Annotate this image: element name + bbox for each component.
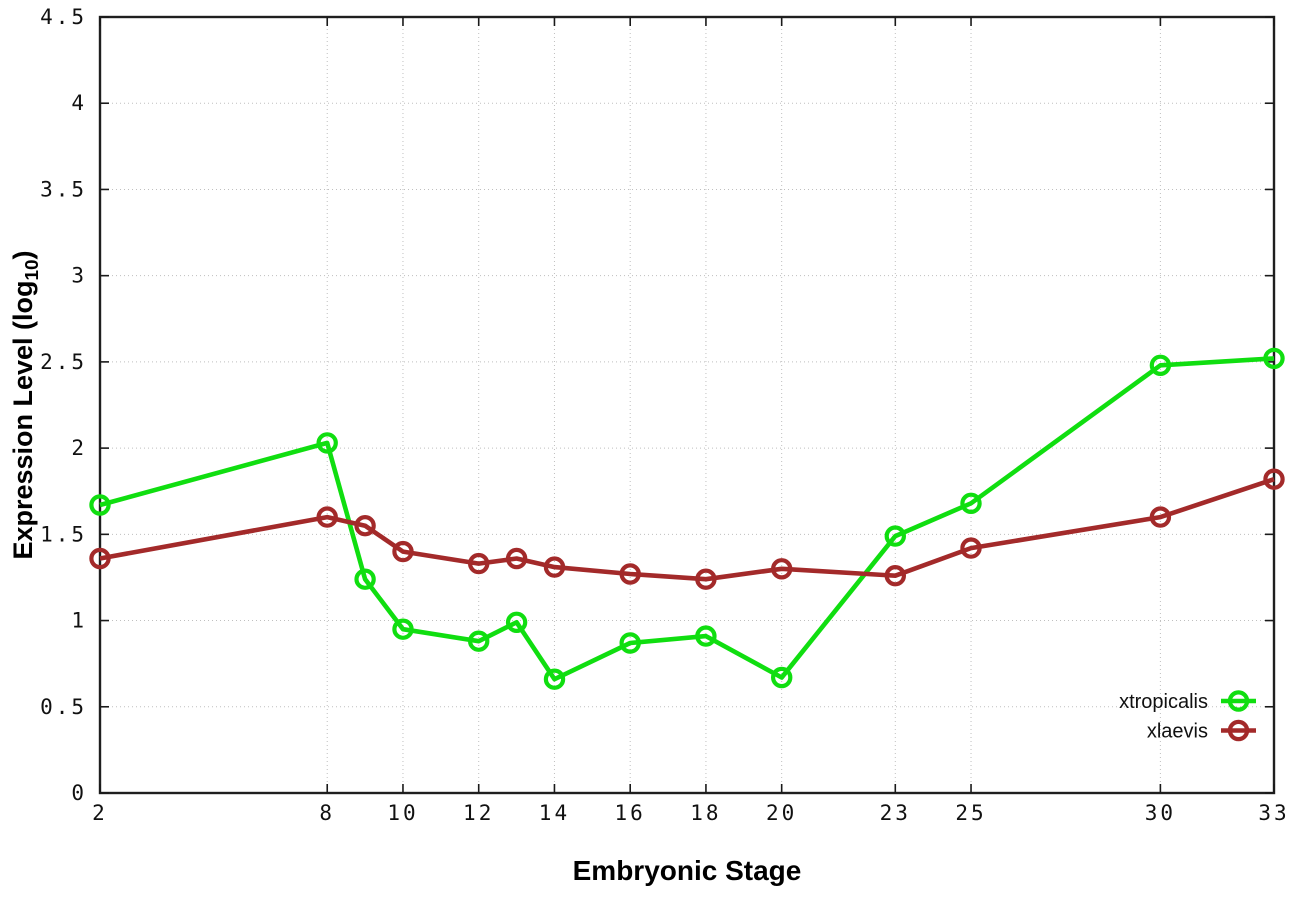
x-axis-title: Embryonic Stage (572, 855, 802, 886)
x-tick-label: 16 (615, 801, 646, 825)
x-tick-label: 23 (880, 801, 911, 825)
data-point-xlaevis (543, 556, 566, 578)
y-tick-label: 3.5 (40, 177, 87, 201)
data-point-xtropicalis (543, 668, 566, 690)
x-tick-label: 12 (463, 801, 494, 825)
data-point-xlaevis (884, 565, 907, 587)
data-point-xtropicalis (89, 494, 111, 516)
series-line-xtropicalis (99, 356, 1275, 682)
y-axis-title-text: Expression Level (log (7, 280, 38, 560)
y-tick-label: 4.5 (40, 5, 87, 29)
data-point-xtropicalis (619, 632, 641, 654)
data-point-xtropicalis (884, 525, 907, 547)
x-tick-label: 8 (319, 801, 335, 825)
data-point-xlaevis (468, 552, 490, 575)
x-tick-label: 25 (955, 801, 986, 825)
data-point-xlaevis (1263, 468, 1285, 490)
legend-marker-xtropicalis (1227, 690, 1250, 712)
data-point-xlaevis (505, 547, 528, 570)
y-axis-title: Expression Level (log10) (8, 250, 44, 559)
legend-label-xlaevis: xlaevis (1147, 721, 1208, 743)
y-tick-label: 0 (71, 781, 87, 805)
legend-label-xtropicalis: xtropicalis (1119, 691, 1208, 713)
data-point-xtropicalis (960, 492, 982, 514)
data-point-xtropicalis (1263, 347, 1285, 370)
data-point-xlaevis (354, 515, 376, 537)
legend-marker-xlaevis (1227, 719, 1250, 742)
data-point-xlaevis (316, 506, 338, 528)
x-tick-label: 10 (387, 801, 418, 825)
data-point-xlaevis (392, 540, 414, 563)
y-tick-label: 1.5 (40, 522, 87, 546)
x-tick-label: 2 (92, 801, 108, 825)
y-tick-label: 0.5 (40, 695, 87, 719)
data-point-xlaevis (695, 568, 717, 590)
x-tick-label: 14 (539, 801, 570, 825)
y-tick-label: 1 (71, 609, 87, 633)
data-point-xlaevis (1149, 506, 1172, 528)
x-tick-label: 33 (1258, 801, 1289, 825)
expression-line-chart: 2 8 10 12 14 16 18 20 23 25 30 33 0 0.5 1 1.5 2 2.5 3 3.5 4 4… (40, 5, 1289, 825)
data-point-xlaevis (619, 563, 641, 585)
y-axis-title-subscript: 10 (22, 259, 44, 281)
y-tick-label: 2 (71, 436, 87, 460)
plot-border (98, 15, 1276, 795)
y-tick-label: 4 (71, 91, 87, 115)
y-axis-title-suffix: ) (7, 250, 38, 260)
y-tick-label: 3 (71, 264, 87, 288)
data-point-xtropicalis (505, 611, 528, 634)
data-point-xlaevis (89, 547, 111, 570)
data-point-xlaevis (960, 537, 982, 559)
data-point-xtropicalis (695, 625, 717, 647)
data-point-xtropicalis (354, 568, 376, 590)
x-tick-label: 30 (1145, 801, 1176, 825)
x-tick-label: 20 (766, 801, 797, 825)
data-point-xtropicalis (316, 432, 338, 454)
x-tick-label: 18 (690, 801, 721, 825)
data-point-xlaevis (771, 558, 793, 580)
data-point-xtropicalis (771, 666, 793, 689)
series-line-xlaevis (99, 477, 1275, 582)
y-tick-label: 2.5 (40, 350, 87, 374)
data-point-xtropicalis (392, 618, 414, 640)
data-point-xtropicalis (1149, 354, 1172, 376)
data-point-xtropicalis (468, 630, 490, 652)
